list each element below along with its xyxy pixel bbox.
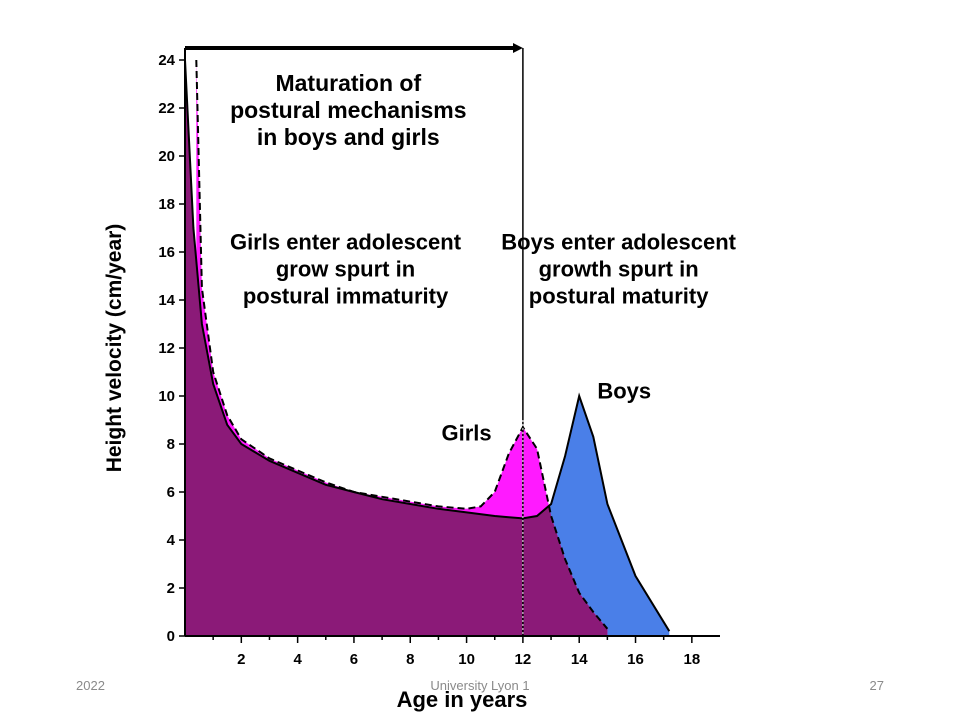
boys-series-label: Boys (597, 378, 651, 403)
footer-page-number: 27 (869, 678, 884, 693)
y-tick-label: 20 (158, 148, 175, 165)
y-tick-label: 4 (167, 532, 176, 549)
footer-date: 2022 (76, 678, 105, 693)
x-tick-label: 2 (237, 651, 245, 668)
x-tick-label: 18 (683, 651, 700, 668)
y-tick-label: 14 (158, 292, 175, 309)
y-tick-label: 10 (158, 388, 175, 405)
boys-curve (184, 59, 671, 632)
y-axis-label: Height velocity (cm/year) (103, 224, 126, 473)
y-tick-label: 0 (167, 628, 175, 645)
boys-spurt-annotation: Boys enter adolescent (501, 230, 736, 255)
y-tick-label: 16 (158, 244, 175, 261)
x-tick-label: 16 (627, 651, 644, 668)
x-tick-label: 14 (571, 651, 588, 668)
boys-spurt-annotation: postural maturity (529, 284, 709, 309)
curve-layer (184, 43, 671, 636)
x-tick-label: 8 (406, 651, 414, 668)
y-tick-label: 8 (167, 436, 175, 453)
girls-curve (195, 59, 609, 630)
y-tick-label: 12 (158, 340, 175, 357)
girls-spurt-annotation: grow spurt in (276, 257, 415, 282)
girls-spurt-annotation: Girls enter adolescent (230, 230, 462, 255)
girls-series-label: Girls (442, 420, 492, 445)
maturation-annotation: Maturation of (275, 70, 421, 96)
y-tick-label: 18 (158, 196, 175, 213)
y-tick-label: 22 (158, 100, 175, 117)
boys-spurt-annotation: growth spurt in (539, 257, 699, 282)
y-tick-label: 24 (158, 52, 175, 69)
x-tick-label: 4 (293, 651, 302, 668)
maturation-annotation: postural mechanisms (230, 97, 466, 123)
fill-layer (185, 60, 670, 636)
x-tick-label: 10 (458, 651, 475, 668)
common-area-fill (185, 60, 608, 636)
y-tick-label: 2 (167, 580, 175, 597)
x-tick-label: 12 (515, 651, 532, 668)
girls-spurt-annotation: postural immaturity (243, 284, 449, 309)
x-axis-label: Age in years (397, 687, 528, 712)
x-tick-label: 6 (350, 651, 358, 668)
maturation-annotation: in boys and girls (257, 124, 440, 150)
y-tick-label: 6 (167, 484, 175, 501)
footer-institution: University Lyon 1 (430, 678, 530, 693)
